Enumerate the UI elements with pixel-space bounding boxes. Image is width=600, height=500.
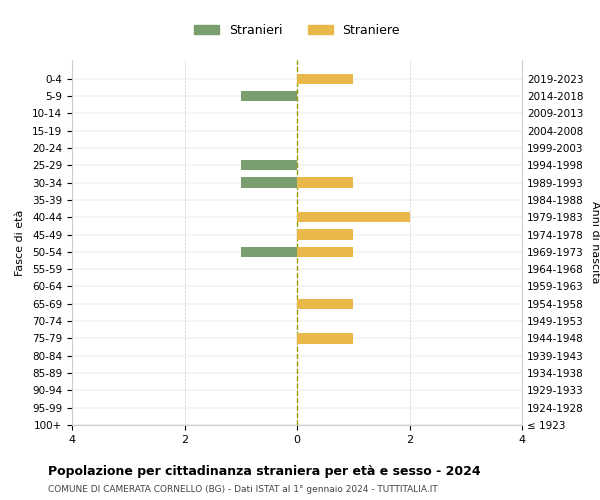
Y-axis label: Fasce di età: Fasce di età bbox=[15, 210, 25, 276]
Bar bbox=[297, 212, 409, 222]
Bar bbox=[297, 178, 353, 188]
Bar bbox=[241, 91, 297, 101]
Bar bbox=[297, 74, 353, 84]
Bar bbox=[241, 160, 297, 170]
Bar bbox=[241, 246, 297, 257]
Bar bbox=[241, 178, 297, 188]
Text: COMUNE DI CAMERATA CORNELLO (BG) - Dati ISTAT al 1° gennaio 2024 - TUTTITALIA.IT: COMUNE DI CAMERATA CORNELLO (BG) - Dati … bbox=[48, 485, 438, 494]
Bar bbox=[297, 230, 353, 239]
Y-axis label: Anni di nascita: Anni di nascita bbox=[590, 201, 600, 284]
Legend: Stranieri, Straniere: Stranieri, Straniere bbox=[189, 19, 405, 42]
Bar bbox=[297, 246, 353, 257]
Text: Popolazione per cittadinanza straniera per età e sesso - 2024: Popolazione per cittadinanza straniera p… bbox=[48, 465, 481, 478]
Bar bbox=[297, 333, 353, 344]
Bar bbox=[297, 298, 353, 309]
